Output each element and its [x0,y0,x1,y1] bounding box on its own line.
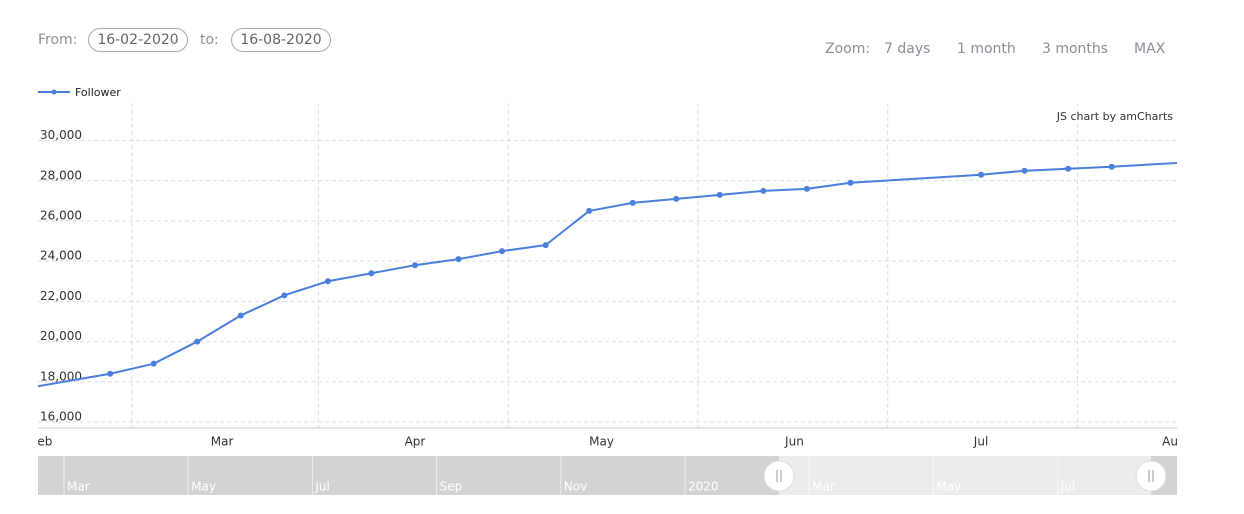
scrollbar-label: Sep [440,480,463,494]
point [237,312,244,319]
x-tick-label: Jul [973,435,988,449]
point [629,199,636,206]
point [324,278,331,285]
point [1065,165,1072,172]
legend-swatch [51,89,57,95]
credit: JS chart by amCharts [1056,110,1173,123]
scrollbar-label: Mar [812,480,835,494]
plot [20,159,1202,392]
point [673,195,680,202]
y-tick-label: 24,000 [40,249,82,263]
x-tick-label: Feb [31,435,52,449]
zoom-button[interactable]: MAX [1134,41,1166,57]
point [847,179,854,186]
scrollbar-label: 2020 [688,480,719,494]
x-tick-label: Aug [1162,435,1185,449]
point [803,185,810,192]
x-tick-label: Apr [405,435,426,449]
scrollbar-label: Mar [67,480,90,494]
scrollbar-label: Nov [564,480,587,494]
point [281,292,288,299]
point [499,248,506,255]
point [586,207,593,214]
scrollbar-selection[interactable] [779,456,1151,495]
x-axis-labels: Feb Mar Apr May Jun Jul Aug [31,435,1185,449]
point [1196,159,1202,165]
point [760,187,767,194]
scrollbar-grip[interactable] [1135,460,1167,492]
from-label: From: [38,32,77,48]
scrollbar-grip[interactable] [763,460,795,492]
y-tick-label: 30,000 [40,128,82,142]
zoom-button[interactable]: 7 days [884,41,930,57]
point [716,191,723,198]
point [194,338,201,345]
grip-lines [1148,470,1154,482]
x-tick-label: Jun [784,435,804,449]
point [978,171,985,178]
y-tick-label: 28,000 [40,168,82,182]
zoom-button[interactable]: 3 months [1042,41,1108,57]
x-tick-label: May [589,435,614,449]
x-tick-label: Mar [211,435,234,449]
zoom-button[interactable]: 1 month [957,41,1016,57]
point [368,270,375,277]
scrollbar-label: May [191,480,216,494]
point [455,256,462,263]
y-tick-label: 20,000 [40,329,82,343]
to-label: to: [200,32,219,48]
scrollbar-label: Jul [314,480,329,494]
point [20,386,26,392]
y-tick-label: 18,000 [40,369,82,383]
from-value[interactable]: 16-02-2020 [97,32,178,48]
point [542,242,549,249]
from-input[interactable] [88,28,188,52]
point [150,360,157,367]
y-tick-label: 26,000 [40,208,82,222]
to-input[interactable] [231,28,331,52]
point [107,370,114,377]
point [411,262,418,269]
point [1108,163,1115,170]
legend-label: Follower [75,86,121,99]
series-line [38,161,1177,388]
scrollbar-label: Jul [1060,480,1075,494]
y-tick-label: 16,000 [40,409,82,423]
y-tick-label: 22,000 [40,289,82,303]
to-value[interactable]: 16-08-2020 [240,32,321,48]
point [1021,167,1028,174]
scrollbar-label: May [936,480,961,494]
zoom-label: Zoom: [825,41,870,57]
grip-lines [776,470,782,482]
